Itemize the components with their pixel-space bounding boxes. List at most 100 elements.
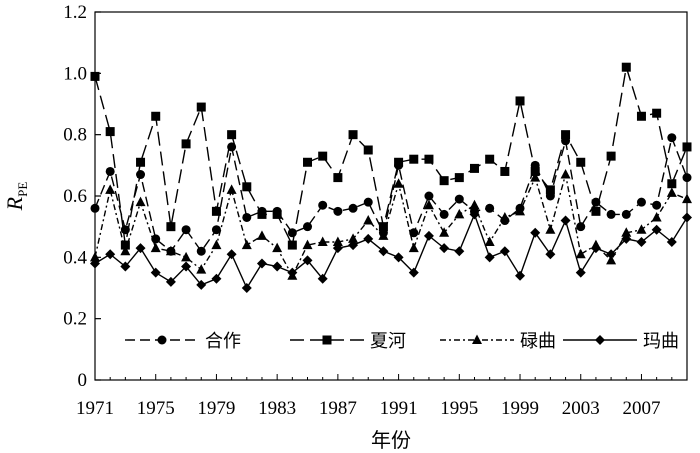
data-point-triangle bbox=[348, 233, 359, 243]
x-tick-label: 2003 bbox=[562, 398, 600, 419]
x-axis-ticks: 1971 1975 1979 1983 1987 1991 1995 1999 2003 2007 bbox=[76, 374, 688, 419]
data-point-triangle bbox=[454, 208, 465, 219]
data-point-circle bbox=[606, 209, 616, 219]
data-point-square bbox=[485, 154, 495, 164]
data-point-square bbox=[636, 111, 646, 121]
data-point-square bbox=[545, 185, 555, 195]
data-point-diamond bbox=[256, 258, 267, 269]
series-diamond bbox=[90, 209, 692, 293]
data-point-square bbox=[667, 179, 677, 189]
data-point-triangle bbox=[530, 172, 541, 182]
data-point-diamond bbox=[196, 279, 207, 290]
data-point-square bbox=[318, 151, 328, 161]
data-point-triangle bbox=[606, 254, 617, 265]
data-point-diamond bbox=[606, 249, 617, 260]
data-point-diamond bbox=[105, 249, 116, 260]
data-point-diamond bbox=[302, 255, 313, 266]
data-point-diamond bbox=[408, 267, 419, 278]
data-point-circle bbox=[652, 200, 662, 210]
legend-label: 碌曲 bbox=[520, 331, 556, 352]
data-point-circle bbox=[454, 194, 464, 204]
data-point-diamond bbox=[211, 273, 222, 284]
data-point-triangle bbox=[423, 199, 434, 210]
data-point-square bbox=[682, 142, 692, 152]
data-point-triangle bbox=[105, 184, 116, 194]
series-square bbox=[90, 62, 692, 250]
data-point-triangle bbox=[378, 230, 389, 240]
data-point-square bbox=[120, 240, 130, 250]
series-line bbox=[94, 135, 688, 253]
data-point-diamond bbox=[545, 249, 556, 260]
data-point-square bbox=[136, 157, 146, 167]
legend-label: 合作 bbox=[205, 331, 241, 352]
data-point-square bbox=[272, 209, 282, 219]
data-point-square bbox=[211, 206, 221, 216]
data-point-circle bbox=[576, 222, 586, 232]
series-line bbox=[94, 174, 688, 278]
legend-item: 碌曲 bbox=[440, 331, 556, 352]
y-axis-title: RPE bbox=[2, 182, 30, 212]
data-point-diamond bbox=[287, 267, 298, 278]
data-point-diamond bbox=[135, 243, 146, 254]
legend-marker-circle bbox=[157, 335, 167, 345]
data-point-diamond bbox=[439, 243, 450, 254]
data-point-circle bbox=[151, 234, 161, 244]
data-point-circle bbox=[303, 222, 313, 232]
data-point-circle bbox=[105, 166, 115, 176]
data-point-triangle bbox=[211, 239, 222, 250]
data-point-square bbox=[105, 127, 115, 137]
data-point-square bbox=[424, 154, 434, 164]
data-point-diamond bbox=[454, 246, 465, 257]
data-point-triangle bbox=[256, 230, 267, 240]
data-point-diamond bbox=[241, 283, 252, 293]
data-point-diamond bbox=[621, 233, 632, 244]
data-point-diamond bbox=[484, 252, 495, 263]
data-point-diamond bbox=[636, 237, 647, 247]
series-line bbox=[94, 212, 688, 290]
data-point-diamond bbox=[226, 249, 237, 260]
data-point-circle bbox=[667, 133, 677, 143]
legend-item: 夏河 bbox=[290, 331, 406, 352]
data-point-diamond bbox=[590, 243, 601, 254]
data-point-triangle bbox=[226, 184, 237, 194]
data-point-circle bbox=[287, 228, 297, 238]
data-point-square bbox=[378, 222, 388, 232]
data-point-triangle bbox=[302, 239, 313, 250]
data-point-circle bbox=[485, 203, 495, 213]
data-point-triangle bbox=[575, 248, 586, 259]
data-point-square bbox=[409, 154, 419, 164]
data-point-diamond bbox=[575, 267, 586, 278]
data-point-triangle bbox=[393, 178, 404, 188]
data-point-square bbox=[530, 166, 540, 176]
data-point-triangle bbox=[181, 251, 192, 262]
data-point-circle bbox=[409, 228, 419, 238]
y-axis-ticks: 0 0.2 0.4 0.6 0.8 1.0 1.2 bbox=[63, 2, 101, 391]
data-point-square bbox=[591, 206, 601, 216]
data-point-square bbox=[151, 111, 161, 121]
x-tick-label: 1971 bbox=[76, 398, 114, 419]
data-point-diamond bbox=[499, 246, 510, 257]
data-point-triangle bbox=[515, 205, 526, 216]
legend-label: 玛曲 bbox=[643, 331, 679, 352]
legend-item: 玛曲 bbox=[563, 331, 679, 352]
x-tick-label: 1983 bbox=[258, 398, 296, 419]
data-point-triangle bbox=[408, 242, 419, 253]
data-point-circle bbox=[211, 225, 221, 235]
data-point-circle bbox=[90, 203, 100, 213]
data-point-square bbox=[181, 139, 191, 149]
data-point-square bbox=[469, 163, 479, 173]
y-tick-label: 1.0 bbox=[63, 63, 87, 84]
data-point-square bbox=[242, 182, 252, 192]
x-tick-label: 1987 bbox=[319, 398, 357, 419]
data-point-diamond bbox=[666, 237, 677, 247]
data-point-triangle bbox=[560, 169, 571, 179]
x-tick-label: 1991 bbox=[380, 398, 418, 419]
data-point-square bbox=[439, 176, 449, 186]
x-tick-label: 1995 bbox=[440, 398, 478, 419]
data-point-square bbox=[227, 130, 237, 140]
data-point-square bbox=[652, 108, 662, 118]
data-point-triangle bbox=[90, 251, 100, 262]
data-point-triangle bbox=[651, 211, 662, 222]
data-point-square bbox=[348, 130, 358, 140]
data-point-circle bbox=[318, 200, 328, 210]
